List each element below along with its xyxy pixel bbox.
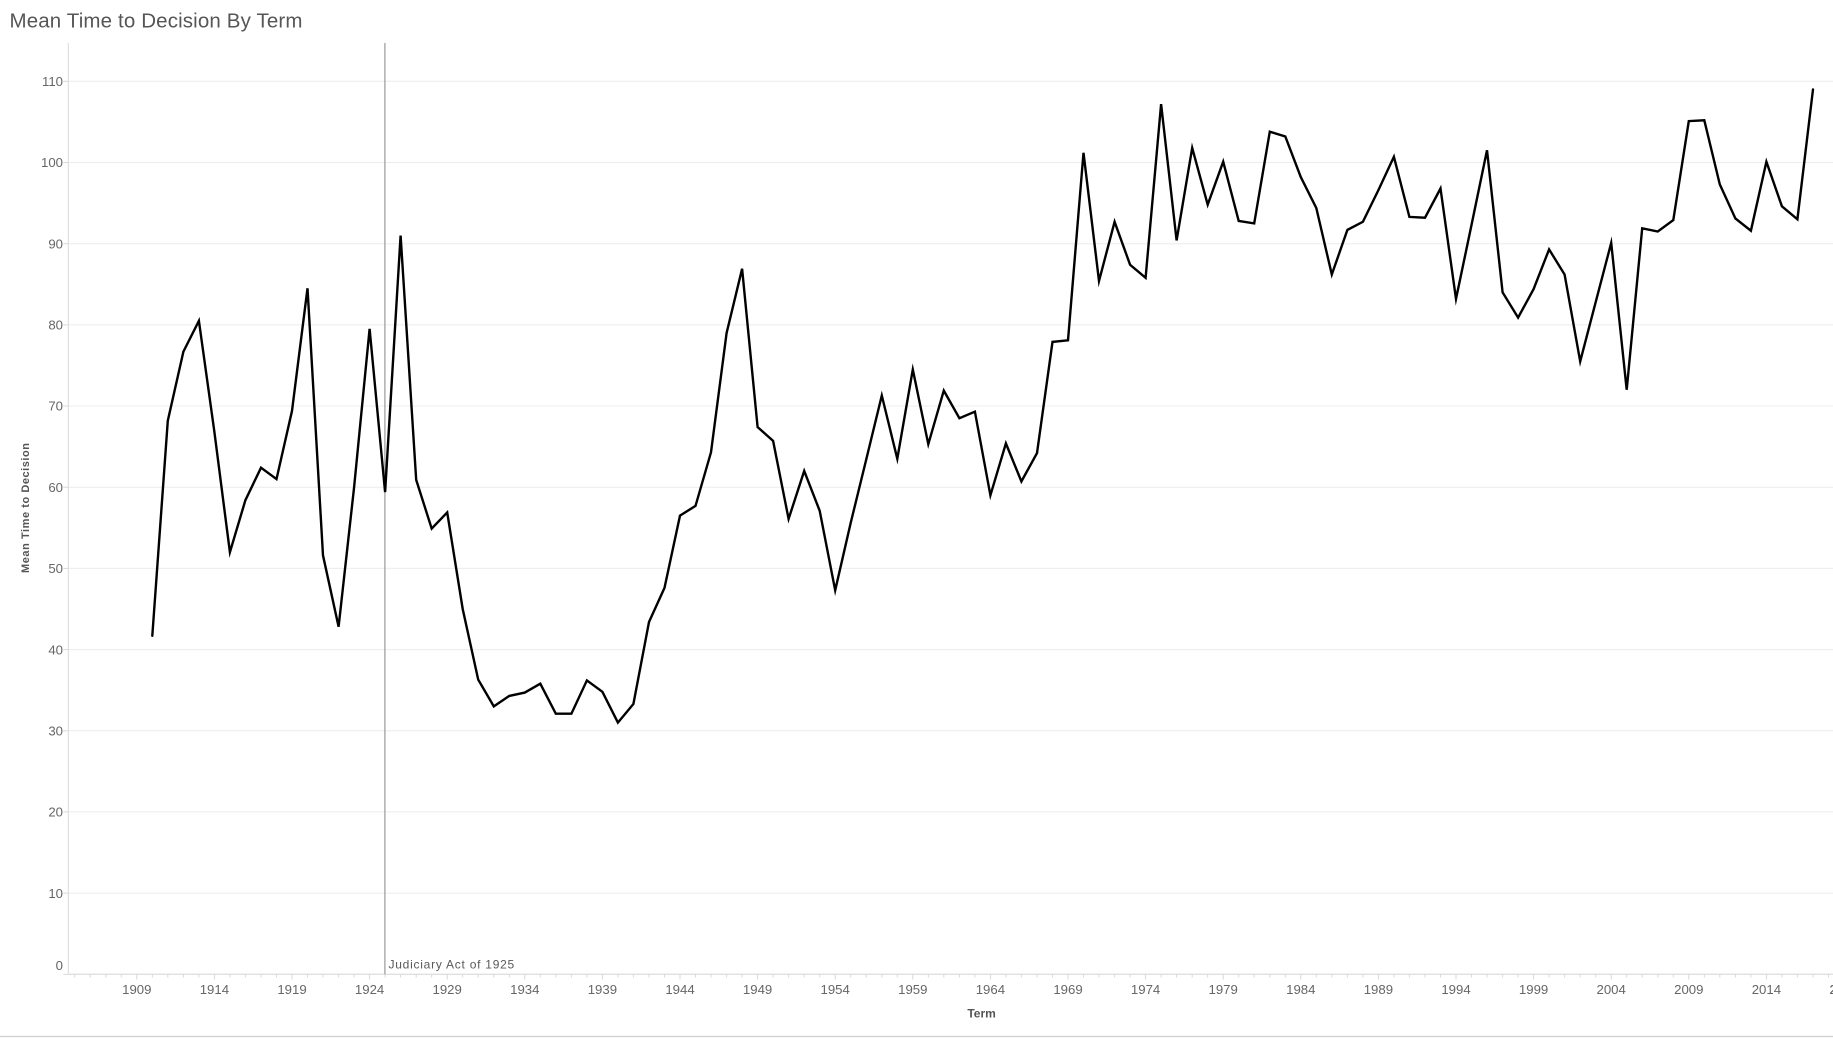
svg-text:1949: 1949 (743, 982, 772, 997)
svg-text:1994: 1994 (1441, 982, 1470, 997)
svg-text:1934: 1934 (510, 982, 539, 997)
svg-text:1929: 1929 (433, 982, 462, 997)
svg-text:1979: 1979 (1209, 982, 1238, 997)
svg-text:1984: 1984 (1286, 982, 1315, 997)
svg-text:1969: 1969 (1053, 982, 1082, 997)
svg-text:Mean Time to Decision: Mean Time to Decision (20, 442, 32, 573)
svg-text:60: 60 (48, 480, 63, 495)
svg-text:1924: 1924 (355, 982, 384, 997)
svg-text:110: 110 (42, 74, 63, 89)
svg-text:100: 100 (41, 155, 63, 170)
svg-text:1959: 1959 (898, 982, 927, 997)
svg-text:1999: 1999 (1519, 982, 1548, 997)
svg-text:50: 50 (48, 561, 63, 576)
svg-text:1989: 1989 (1364, 982, 1393, 997)
svg-text:1919: 1919 (277, 982, 306, 997)
svg-text:80: 80 (48, 318, 63, 333)
svg-text:1944: 1944 (665, 982, 694, 997)
svg-text:90: 90 (48, 236, 63, 251)
svg-text:1909: 1909 (122, 982, 151, 997)
svg-text:2004: 2004 (1597, 982, 1626, 997)
svg-text:2014: 2014 (1752, 982, 1781, 997)
svg-text:1954: 1954 (821, 982, 850, 997)
svg-text:1914: 1914 (200, 982, 229, 997)
svg-text:1939: 1939 (588, 982, 617, 997)
svg-text:20: 20 (48, 805, 63, 820)
svg-text:Judiciary Act of 1925: Judiciary Act of 1925 (389, 958, 515, 972)
svg-text:2019: 2019 (1829, 982, 1833, 997)
svg-text:Mean Time to Decision By Term: Mean Time to Decision By Term (10, 10, 303, 33)
svg-text:0: 0 (56, 958, 63, 973)
svg-text:2009: 2009 (1674, 982, 1703, 997)
svg-text:1964: 1964 (976, 982, 1005, 997)
svg-text:1974: 1974 (1131, 982, 1160, 997)
svg-text:Term: Term (967, 1007, 995, 1021)
svg-text:70: 70 (48, 399, 63, 414)
svg-text:40: 40 (48, 642, 63, 657)
svg-text:10: 10 (48, 886, 63, 901)
svg-text:30: 30 (48, 724, 63, 739)
svg-text:2019: 2019 (1830, 982, 1833, 997)
